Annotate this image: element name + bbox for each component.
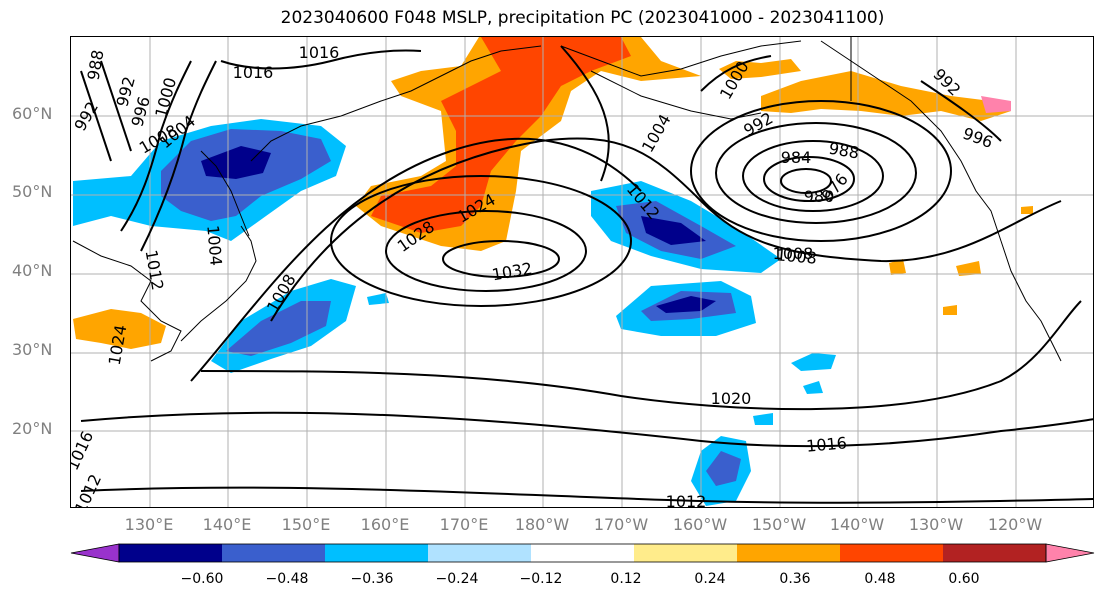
- lon-label-170w: 170°W: [593, 515, 649, 534]
- lon-label-170e: 170°E: [439, 515, 489, 534]
- isobar-label: 1016: [71, 428, 97, 473]
- lon-label-160e: 160°E: [360, 515, 410, 534]
- map-title: 2023040600 F048 MSLP, precipitation PC (…: [280, 8, 885, 28]
- lon-label-140e: 140°E: [202, 515, 252, 534]
- isobar-label: 1008: [775, 245, 817, 267]
- isobar-label: 1004: [203, 224, 225, 266]
- isobar-label: 996: [960, 124, 995, 152]
- isobar-label: 980: [804, 187, 835, 206]
- colorbar-outline: [118, 543, 1047, 563]
- lon-label-130w: 130°W: [908, 515, 964, 534]
- lon-label-120w: 120°W: [987, 515, 1043, 534]
- isobar-label: 984: [781, 148, 812, 167]
- colorbar-segment: [634, 544, 738, 562]
- lat-label-60n: 60°N: [12, 104, 53, 123]
- lon-label-150w: 150°W: [751, 515, 807, 534]
- colorbar: [70, 543, 1095, 563]
- isobar-label: 1000: [716, 58, 753, 103]
- colorbar-segment: [325, 544, 429, 562]
- colorbar-extend-high: [1045, 543, 1095, 563]
- colorbar-segment: [737, 544, 841, 562]
- isobar-label: 1008: [773, 244, 814, 263]
- colorbar-tick-label: 0.12: [610, 571, 642, 587]
- colorbar-tick-label: 0.60: [948, 571, 980, 587]
- colorbar-segment: [840, 544, 944, 562]
- lat-label-30n: 30°N: [12, 340, 53, 359]
- isobar-label: 1000: [151, 75, 180, 119]
- colorbar-tick-label: 0.24: [694, 571, 726, 587]
- lon-label-140w: 140°W: [829, 515, 885, 534]
- colorbar-tick-label: 0.48: [864, 571, 896, 587]
- lat-label-20n: 20°N: [12, 419, 53, 438]
- colorbar-segment: [428, 544, 532, 562]
- coastlines: [72, 37, 1062, 362]
- colorbar-segment: [222, 544, 326, 562]
- isobar-label: 1012: [142, 248, 168, 291]
- isobar-label: 988: [84, 48, 108, 81]
- colorbar-tick-label: −0.48: [265, 571, 309, 587]
- colorbar-extend-low: [70, 543, 120, 563]
- isobar-label: 1016: [299, 43, 340, 62]
- lon-label-150e: 150°E: [281, 515, 331, 534]
- isobar-label: 1004: [638, 111, 675, 156]
- lat-label-50n: 50°N: [12, 182, 53, 201]
- colorbar-segment: [119, 544, 223, 562]
- isobar-label: 1032: [490, 259, 533, 285]
- lon-label-160w: 160°W: [672, 515, 728, 534]
- isobar-label: 1016: [805, 433, 847, 455]
- colorbar-tick-label: −0.60: [180, 571, 224, 587]
- colorbar-tick-label: −0.36: [350, 571, 394, 587]
- colorbar-tick-label: −0.24: [435, 571, 479, 587]
- isobar-label: 1012: [666, 492, 707, 508]
- isobar-label: 1020: [711, 389, 752, 408]
- colorbar-segment: [531, 544, 635, 562]
- isobar-label: 988: [827, 139, 860, 163]
- isobar-label: 1012: [71, 471, 105, 508]
- lon-label-180w: 180°W: [514, 515, 570, 534]
- precip-negative-shading: [73, 119, 836, 506]
- colorbar-tick-label: −0.12: [519, 571, 563, 587]
- colorbar-tick-label: 0.36: [779, 571, 811, 587]
- map-panel: 1016 1016 988 992 996 1000 1004 1008 992…: [70, 36, 1094, 508]
- graticule: [71, 37, 1093, 507]
- lat-label-40n: 40°N: [12, 261, 53, 280]
- isobar-label: 1016: [233, 63, 274, 82]
- colorbar-segment: [943, 544, 1047, 562]
- lon-label-130e: 130°E: [124, 515, 174, 534]
- map-canvas: 1016 1016 988 992 996 1000 1004 1008 992…: [71, 37, 1093, 508]
- isobars: [80, 45, 1093, 504]
